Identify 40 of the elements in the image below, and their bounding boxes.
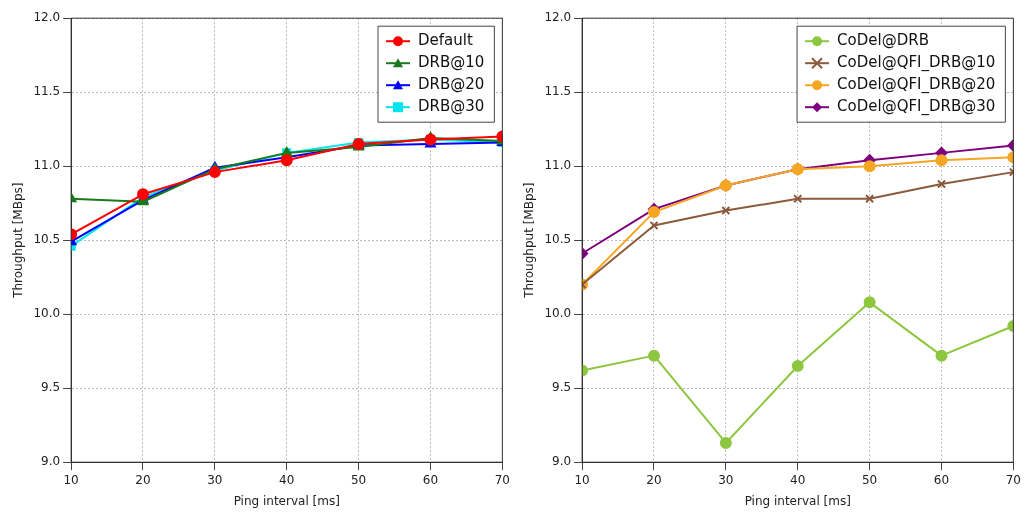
x-tick-label: 10 — [574, 472, 590, 487]
x-tick-label: 70 — [1005, 472, 1022, 487]
legend-label: CoDel@QFI_DRB@30 — [837, 97, 996, 117]
y-tick-label: 9.0 — [552, 454, 572, 469]
legend-label: Default — [418, 31, 473, 50]
x-tick-label: 40 — [790, 472, 806, 487]
y-axis-title: Throughput [MBps] — [522, 182, 537, 299]
legend-label: DRB@10 — [418, 53, 485, 72]
y-axis-title: Throughput [MBps] — [11, 182, 26, 299]
y-tick-label: 11.0 — [33, 158, 61, 173]
x-tick-label: 30 — [718, 472, 734, 487]
legend-label: CoDel@QFI_DRB@10 — [837, 53, 996, 73]
y-tick-label: 11.5 — [544, 84, 572, 99]
x-tick-label: 70 — [494, 472, 511, 487]
legend-label: DRB@30 — [418, 97, 485, 116]
x-tick-label: 60 — [933, 472, 950, 487]
y-tick-label: 12.0 — [33, 10, 61, 25]
y-tick-label: 10.0 — [33, 306, 61, 321]
y-tick-label: 12.0 — [544, 10, 572, 25]
x-axis-title: Ping interval [ms] — [233, 493, 340, 508]
y-tick-label: 10.0 — [544, 306, 572, 321]
y-tick-label: 9.5 — [41, 380, 61, 395]
y-tick-label: 9.0 — [41, 454, 61, 469]
x-tick-label: 50 — [861, 472, 878, 487]
x-tick-label: 50 — [350, 472, 367, 487]
x-tick-label: 40 — [279, 472, 295, 487]
y-tick-label: 11.0 — [544, 158, 572, 173]
x-tick-label: 30 — [207, 472, 223, 487]
x-tick-label: 20 — [646, 472, 662, 487]
legend-label: CoDel@QFI_DRB@20 — [837, 75, 996, 95]
y-tick-label: 10.5 — [33, 232, 61, 247]
x-tick-label: 20 — [135, 472, 151, 487]
legend-label: DRB@20 — [418, 75, 485, 94]
x-tick-label: 60 — [422, 472, 439, 487]
y-tick-label: 11.5 — [33, 84, 61, 99]
x-axis-title: Ping interval [ms] — [744, 493, 851, 508]
x-tick-label: 10 — [63, 472, 79, 487]
y-tick-label: 9.5 — [552, 380, 572, 395]
legend-label: CoDel@DRB — [837, 31, 929, 50]
y-tick-label: 10.5 — [544, 232, 572, 247]
